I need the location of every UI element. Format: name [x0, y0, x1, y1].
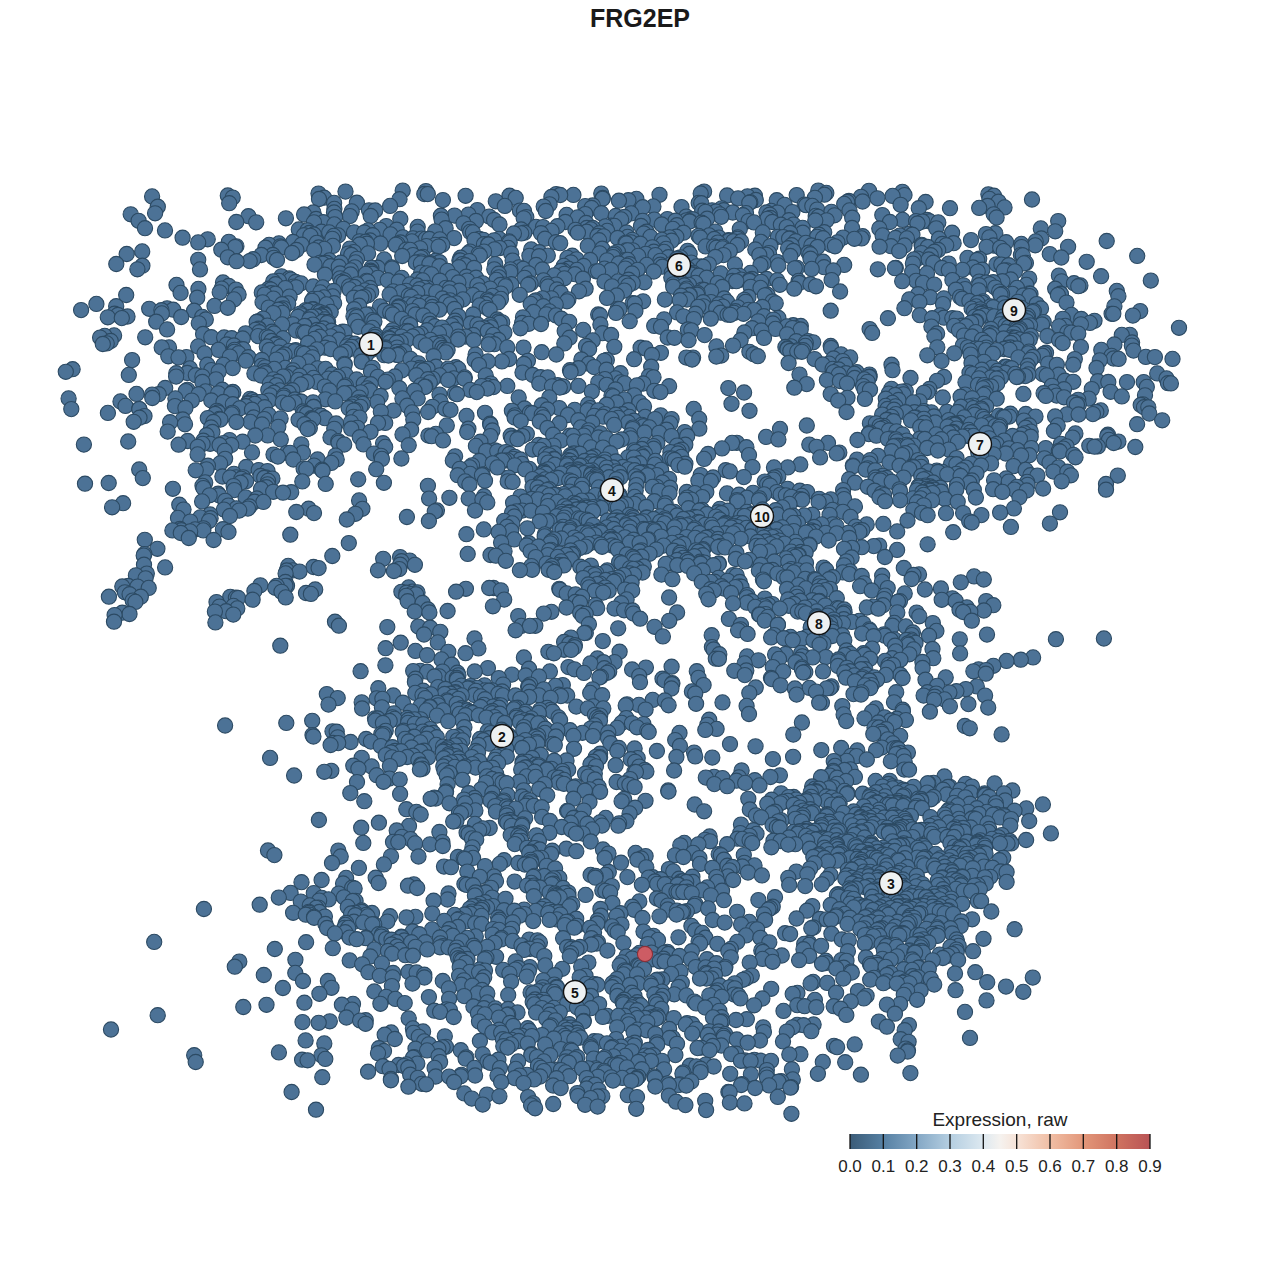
svg-text:5: 5: [571, 985, 579, 1001]
svg-text:0.8: 0.8: [1105, 1157, 1129, 1176]
svg-text:0.2: 0.2: [905, 1157, 929, 1176]
svg-text:3: 3: [887, 876, 895, 892]
svg-text:2: 2: [498, 729, 506, 745]
svg-text:10: 10: [754, 509, 770, 525]
svg-text:1: 1: [367, 337, 375, 353]
svg-text:0.0: 0.0: [838, 1157, 862, 1176]
svg-text:Expression, raw: Expression, raw: [932, 1109, 1067, 1130]
svg-text:6: 6: [675, 258, 683, 274]
svg-text:0.6: 0.6: [1038, 1157, 1062, 1176]
svg-text:9: 9: [1010, 303, 1018, 319]
svg-text:0.4: 0.4: [971, 1157, 995, 1176]
svg-text:0.7: 0.7: [1071, 1157, 1095, 1176]
svg-text:0.5: 0.5: [1005, 1157, 1029, 1176]
svg-text:0.1: 0.1: [871, 1157, 895, 1176]
svg-text:0.3: 0.3: [938, 1157, 962, 1176]
svg-text:8: 8: [815, 616, 823, 632]
svg-text:4: 4: [608, 483, 616, 499]
svg-text:7: 7: [976, 437, 984, 453]
svg-text:0.9: 0.9: [1138, 1157, 1162, 1176]
